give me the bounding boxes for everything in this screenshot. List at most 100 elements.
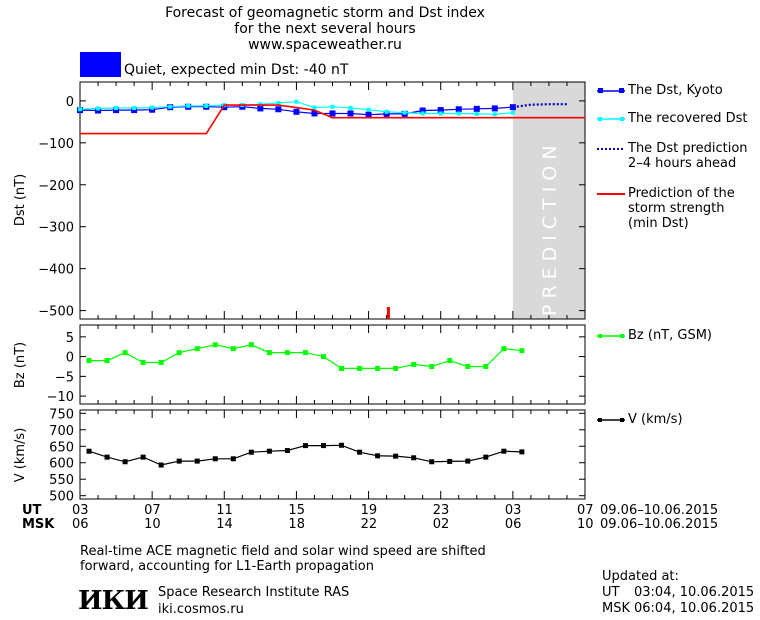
v-point (465, 458, 471, 464)
updated-ut-time: 03:04, 10.06.2015 (634, 585, 755, 600)
legend-bz-sample (597, 334, 625, 338)
v-point (266, 448, 272, 454)
bz-point (266, 350, 272, 356)
status-text: Quiet, expected min Dst: -40 nT (124, 62, 349, 78)
v-point (248, 449, 254, 455)
msk-date-range: 09.06–10.06.2015 (600, 517, 719, 532)
v-point (411, 455, 417, 461)
dst-recovered-point (474, 111, 479, 116)
dst-kyoto-point (365, 111, 372, 118)
v-point (501, 448, 507, 454)
dst-recovered-point (438, 111, 443, 116)
legend-bz: Bz (nT, GSM) (628, 328, 713, 343)
bz-point (429, 363, 435, 369)
bz-point (447, 358, 453, 364)
legend-dst-prediction-line2: 2–4 hours ahead (628, 156, 737, 171)
ut-tick-label: 03 (504, 503, 522, 518)
dst-kyoto-point (419, 107, 426, 114)
ut-axis-label: UT (22, 503, 42, 518)
bz-point (519, 348, 525, 354)
legend-storm-line1: Prediction of the (628, 186, 735, 201)
v-ytick-label: 700 (49, 424, 74, 439)
v-point (104, 454, 110, 460)
legend-storm-line2: storm strength (628, 201, 725, 216)
institute-site-link[interactable]: iki.cosmos.ru (158, 602, 244, 617)
dst-ytick-label: −500 (38, 305, 74, 320)
bz-point (230, 346, 236, 352)
v-point (230, 456, 236, 462)
dst-kyoto-point (509, 104, 516, 111)
iki-logo: ИКИ (78, 586, 149, 616)
dst-recovered-point (204, 103, 209, 108)
msk-tick-label: 06 (72, 517, 89, 532)
v-point (86, 448, 92, 454)
bz-ytick-label: 5 (66, 331, 74, 346)
dst-kyoto-point (491, 105, 498, 112)
dst-recovered-point (312, 105, 317, 110)
dst-kyoto-point (149, 106, 156, 113)
dst-recovered-point (114, 106, 119, 111)
bz-point (501, 346, 507, 352)
dst-kyoto-point (113, 107, 120, 114)
bz-ytick-label: 0 (66, 351, 74, 366)
dst-recovered-point (420, 111, 425, 116)
msk-tick-label: 06 (504, 517, 522, 532)
updated-ut-label: UT (602, 585, 620, 600)
dst-kyoto-point (329, 110, 336, 117)
bz-panel-frame (79, 324, 586, 405)
dst-recovered-point (132, 106, 137, 111)
msk-tick-label: 22 (360, 517, 378, 532)
institute-name: Space Research Institute RAS (158, 585, 350, 600)
dst-recovered-point (168, 104, 173, 109)
v-ytick-label: 600 (49, 457, 74, 472)
dst-recovered-point (294, 99, 299, 104)
legend-dst-recovered: The recovered Dst (628, 111, 748, 126)
dst-kyoto-point (347, 110, 354, 117)
updated-label: Updated at: (602, 569, 679, 584)
bz-point (86, 358, 92, 364)
bz-point (122, 350, 128, 356)
dst-kyoto-point (455, 106, 462, 113)
dst-recovered-point (384, 109, 389, 114)
legend-v: V (km/s) (628, 412, 683, 427)
v-point (320, 443, 326, 449)
v-point (194, 458, 200, 464)
dst-ytick-label: −100 (38, 137, 74, 152)
v-ytick-label: 500 (49, 490, 74, 505)
legend-dst-kyoto: The Dst, Kyoto (628, 83, 723, 98)
bz-series-line (89, 344, 522, 369)
bz-point (140, 360, 146, 366)
dst-kyoto-point (437, 107, 444, 114)
dst-recovered-point (96, 106, 101, 111)
bz-ytick-label: −10 (47, 390, 74, 405)
dst-recovered-point (510, 110, 515, 115)
v-point (212, 456, 218, 462)
v-point (140, 454, 146, 460)
v-series-line (88, 444, 522, 466)
dst-recovered-point (330, 104, 335, 109)
v-point (447, 458, 453, 464)
v-point (519, 449, 525, 455)
dst-kyoto-point (131, 107, 138, 114)
updated-msk-label: MSK (602, 601, 630, 616)
chart-title-line1: Forecast of geomagnetic storm and Dst in… (165, 5, 485, 21)
site-url[interactable]: www.spaceweather.ru (248, 37, 402, 53)
bz-point (411, 362, 417, 367)
dst-recovered-point (366, 107, 371, 112)
v-point (393, 453, 399, 459)
bz-point (284, 350, 290, 356)
v-ytick-label: 550 (49, 473, 74, 488)
legend-dst-prediction-line1: The Dst prediction (628, 141, 748, 156)
bz-point (483, 363, 489, 369)
dst-kyoto-point (95, 107, 102, 114)
msk-tick-label: 02 (432, 517, 450, 532)
v-panel-frame (79, 409, 586, 500)
v-point (302, 443, 308, 449)
msk-tick-label: 14 (216, 517, 233, 532)
dst-recovered-point (186, 103, 191, 108)
bz-point (212, 342, 218, 348)
updated-msk-time: 06:04, 10.06.2015 (634, 601, 755, 616)
status-color-swatch (80, 52, 121, 77)
legend-dst-recovered-sample (597, 117, 625, 121)
